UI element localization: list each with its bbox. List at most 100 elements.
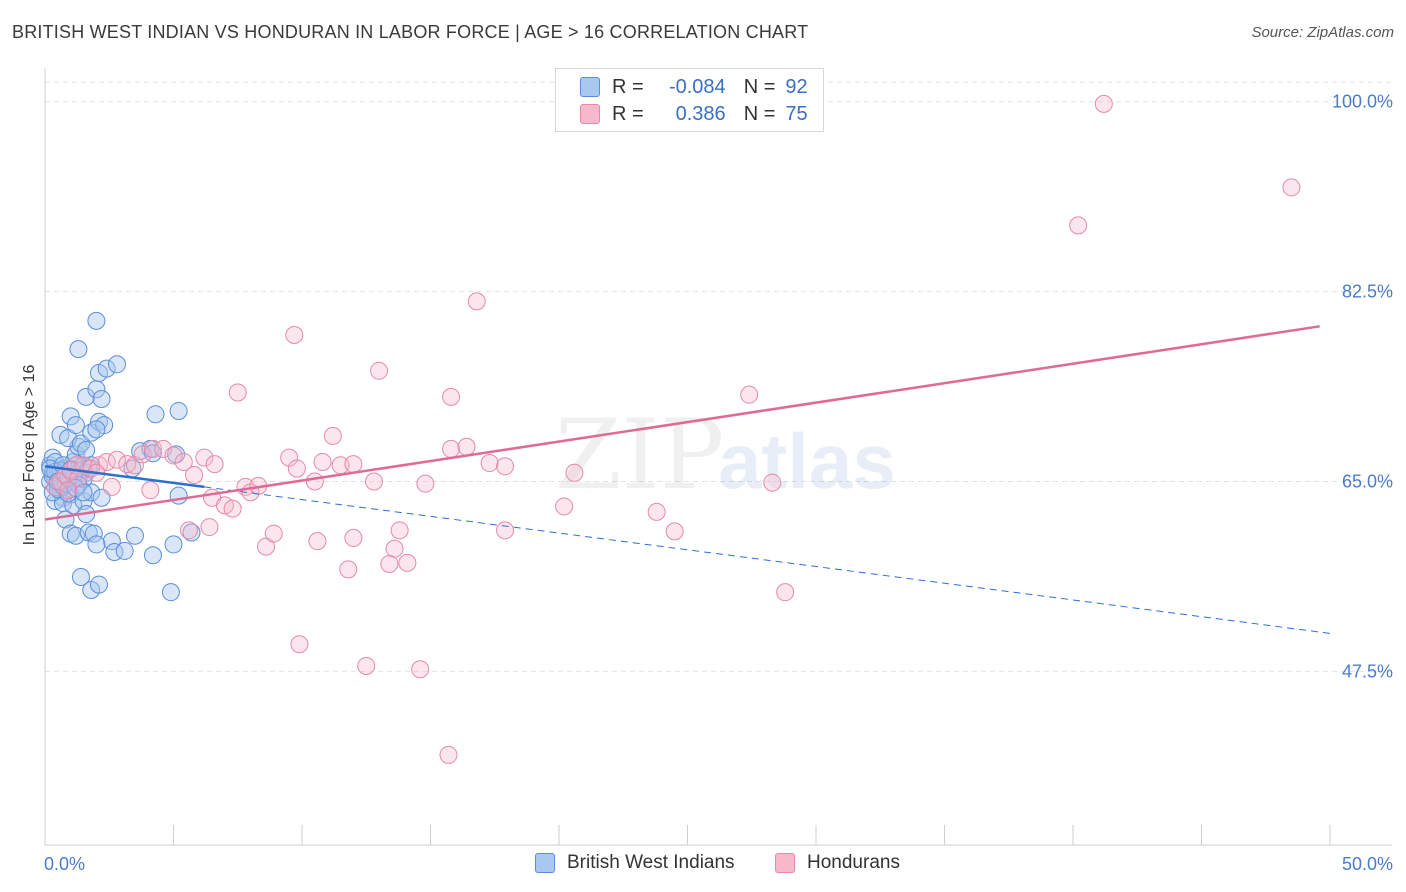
data-point-british-west-indians (66, 416, 85, 435)
data-point-british-west-indians (87, 311, 106, 330)
watermark: ZIP atlas (555, 399, 896, 511)
data-point-british-west-indians (77, 441, 96, 460)
data-point-british-west-indians (143, 546, 162, 565)
data-point-hondurans (370, 361, 389, 380)
data-point-hondurans (357, 656, 376, 675)
data-point-british-west-indians (146, 405, 165, 424)
data-point-hondurans (205, 455, 224, 474)
series-british-west-indians (41, 311, 201, 602)
chart-title: BRITISH WEST INDIAN VS HONDURAN IN LABOR… (12, 22, 809, 42)
data-point-hondurans (143, 439, 162, 458)
x-tick-label: 50.0% (1342, 854, 1393, 874)
data-point-hondurans (411, 660, 430, 679)
data-point-hondurans (439, 745, 458, 764)
data-point-hondurans (59, 481, 78, 500)
trend-line-pink (44, 325, 1320, 521)
gridlines (45, 81, 1392, 672)
y-axis-title: In Labor Force | Age > 16 (21, 365, 38, 546)
data-point-british-west-indians (169, 401, 188, 420)
data-point-british-west-indians (182, 523, 201, 542)
data-point-hondurans (107, 450, 126, 469)
data-point-british-west-indians (169, 486, 188, 505)
data-point-british-west-indians (97, 359, 116, 378)
data-point-hondurans (154, 439, 173, 458)
data-point-hondurans (195, 448, 214, 467)
data-point-hondurans (290, 635, 309, 654)
data-point-hondurans (133, 445, 152, 464)
legend-row-blue: R = -0.084 N = 92 (580, 75, 808, 99)
axes (44, 68, 1392, 846)
data-point-british-west-indians (61, 407, 80, 426)
source-label: Source: ZipAtlas.com (1251, 24, 1394, 41)
data-point-hondurans (496, 457, 515, 476)
data-point-hondurans (565, 463, 584, 482)
data-point-hondurans (305, 472, 324, 491)
legend-r-value: 0.386 (675, 102, 726, 125)
blue-swatch (580, 77, 600, 97)
data-point-british-west-indians (89, 575, 108, 594)
legend-row-pink: R = 0.386 N = 75 (580, 102, 808, 126)
data-point-british-west-indians (92, 390, 111, 409)
data-point-british-west-indians (125, 526, 144, 545)
legend-label: Hondurans (807, 852, 900, 873)
data-point-british-west-indians (77, 387, 96, 406)
data-point-hondurans (457, 437, 476, 456)
data-point-hondurans (763, 473, 782, 492)
watermark-zip: ZIP (555, 399, 724, 511)
data-point-british-west-indians (74, 483, 93, 502)
legend-r-label: R = (612, 102, 644, 125)
legend-r-label: R = (612, 75, 644, 98)
legend-n-value: 92 (785, 75, 808, 98)
data-point-british-west-indians (161, 583, 180, 602)
data-point-hondurans (776, 583, 795, 602)
data-point-hondurans (740, 385, 759, 404)
data-point-hondurans (1069, 216, 1088, 235)
data-point-hondurans (223, 499, 242, 518)
data-point-hondurans (285, 326, 304, 344)
data-point-british-west-indians (115, 541, 134, 560)
data-point-hondurans (1282, 178, 1301, 197)
legend-item-hondurans: Hondurans (775, 852, 900, 874)
data-point-british-west-indians (102, 532, 121, 551)
correlation-legend: R = -0.084 N = 92 R = 0.386 N = 75 (555, 68, 824, 132)
data-point-hondurans (313, 452, 332, 471)
data-point-hondurans (228, 383, 247, 402)
legend-r-value: -0.084 (668, 75, 726, 98)
data-point-hondurans (1094, 94, 1113, 113)
data-point-hondurans (287, 459, 306, 478)
legend-n-label: N = (743, 102, 776, 125)
data-point-hondurans (665, 522, 684, 541)
data-point-hondurans (344, 528, 363, 547)
data-point-hondurans (339, 560, 358, 579)
data-point-hondurans (442, 387, 461, 406)
watermark-atlas: atlas (718, 417, 896, 505)
data-point-hondurans (264, 524, 283, 543)
data-point-hondurans (344, 455, 363, 474)
trend-line-blue-dashed (204, 486, 1331, 634)
data-point-hondurans (398, 553, 417, 572)
y-tick-label: 65.0% (1342, 471, 1393, 491)
blue-swatch (535, 853, 555, 873)
data-point-british-west-indians (71, 567, 90, 586)
series-hondurans (46, 94, 1301, 764)
y-tick-label: 100.0% (1332, 92, 1393, 112)
trend-line-blue (44, 465, 205, 489)
data-point-hondurans (467, 292, 486, 311)
data-point-hondurans (102, 477, 121, 496)
x-tick-labels: 0.0% 50.0% (44, 854, 1393, 874)
data-point-hondurans (185, 465, 204, 484)
data-point-hondurans (164, 446, 183, 465)
data-point-hondurans (496, 521, 515, 540)
y-tick-labels: 47.5% 65.0% 82.5% 100.0% (1332, 92, 1393, 682)
data-point-british-west-indians (69, 340, 88, 359)
data-point-hondurans (480, 454, 499, 473)
data-point-hondurans (174, 452, 193, 471)
data-point-hondurans (200, 518, 219, 537)
data-point-hondurans (364, 472, 383, 491)
data-point-british-west-indians (84, 524, 103, 543)
legend-item-british-west-indians: British West Indians (535, 852, 735, 874)
data-point-hondurans (442, 439, 461, 458)
legend-n-label: N = (743, 75, 776, 98)
data-point-british-west-indians (87, 535, 106, 554)
